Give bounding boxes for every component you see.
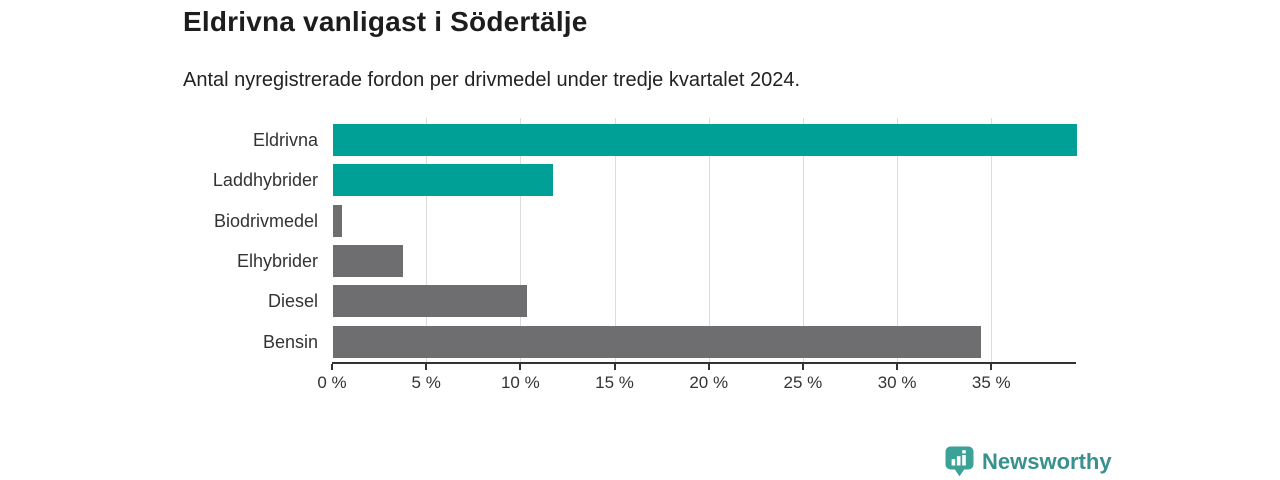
category-label-laddhybrider: Laddhybrider	[212, 170, 318, 191]
category-label-eldrivna: Eldrivna	[252, 130, 318, 150]
bar-elhybrider	[333, 244, 403, 277]
gridline-25	[802, 118, 804, 362]
x-tick-15	[613, 364, 616, 370]
x-tick-label-30: 30 %	[877, 373, 917, 392]
gridline-20	[708, 118, 710, 362]
x-axis-line	[332, 362, 1076, 364]
category-label-diesel: Diesel	[267, 291, 318, 312]
bar-diesel	[333, 285, 527, 318]
x-tick-label-0: 0 %	[317, 373, 347, 392]
newsworthy-logo[interactable]: Newsworthy	[945, 446, 1112, 477]
gridline-5	[426, 118, 428, 362]
x-tick-label-5: 5 %	[411, 373, 441, 392]
gridline-15	[614, 118, 616, 362]
chart-title: Eldrivna vanligast i Södertälje	[183, 6, 588, 37]
x-tick-10	[519, 364, 522, 370]
x-tick-30	[896, 364, 899, 370]
category-label-elhybrider: Elhybrider	[236, 250, 318, 271]
x-tick-25	[801, 364, 804, 370]
x-tick-label-25: 25 %	[783, 373, 823, 392]
x-tick-label-20: 20 %	[689, 373, 729, 392]
x-tick-label-15: 15 %	[595, 373, 634, 392]
x-tick-35	[990, 364, 993, 370]
x-tick-0	[331, 364, 333, 370]
gridline-10	[520, 118, 522, 362]
x-tick-20	[707, 364, 710, 370]
chart-subtitle: Antal nyregistrerade fordon per drivmede…	[183, 69, 801, 91]
x-tick-label-35: 35 %	[971, 373, 1011, 392]
x-tick-5	[425, 364, 428, 370]
category-label-bensin: Bensin	[262, 331, 318, 352]
bar-laddhybrider	[333, 164, 554, 197]
bar-biodrivmedel	[333, 204, 343, 237]
gridline-35	[991, 118, 993, 362]
category-label-biodrivmedel: Biodrivmedel	[213, 210, 318, 231]
x-tick-label-10: 10 %	[500, 373, 540, 392]
bar-chart-bubble-icon	[945, 446, 974, 477]
newsworthy-wordmark: Newsworthy	[982, 448, 1112, 474]
bar-eldrivna	[333, 124, 1077, 156]
bar-bensin	[333, 325, 981, 358]
gridline-30	[897, 118, 899, 362]
